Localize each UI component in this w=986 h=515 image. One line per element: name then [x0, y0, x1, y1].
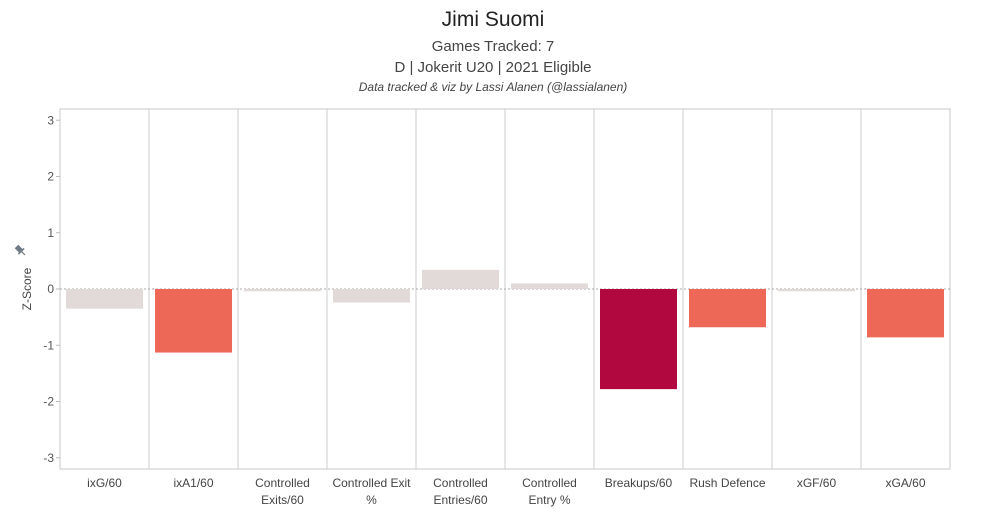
y-axis-label: Z-Score — [20, 267, 34, 310]
x-category-label: Breakups/60 — [605, 476, 673, 490]
y-tick-label: -1 — [43, 338, 54, 352]
bar[interactable] — [511, 283, 588, 289]
games-tracked: Games Tracked: 7 — [431, 38, 555, 55]
bar[interactable] — [244, 289, 321, 292]
x-category-label: % — [366, 493, 377, 507]
x-category-label: Controlled — [255, 476, 310, 490]
bar[interactable] — [778, 289, 855, 292]
x-category-label: Entry % — [528, 493, 570, 507]
y-tick-label: 2 — [47, 170, 54, 184]
x-category-label: Controlled — [433, 476, 488, 490]
x-category-label: xGA/60 — [885, 476, 925, 490]
bar-layer — [66, 269, 944, 390]
x-category-label: ixA1/60 — [173, 476, 213, 490]
bar[interactable] — [689, 289, 766, 328]
credit-line: Data tracked & viz by Lassi Alanen (@las… — [358, 80, 628, 94]
bar[interactable] — [600, 289, 677, 390]
y-tick-label: 1 — [47, 226, 54, 240]
x-category-label: Exits/60 — [261, 493, 304, 507]
pin-icon[interactable] — [14, 244, 28, 258]
x-category-label: ixG/60 — [87, 476, 122, 490]
y-tick-label: -2 — [43, 395, 54, 409]
x-category-label: Controlled Exit — [332, 476, 411, 490]
bar[interactable] — [66, 289, 143, 309]
chart-title: Jimi Suomi — [441, 8, 545, 31]
x-category-label: xGF/60 — [797, 476, 837, 490]
x-category-label: Controlled — [522, 476, 577, 490]
axis-layer: -3 -2 -1 0 1 2 3 ixG/60 ixA1/60 Controlled Exits/6… — [43, 113, 926, 507]
y-tick-label: 0 — [47, 282, 54, 296]
y-tick-label: -3 — [43, 451, 54, 465]
bar[interactable] — [155, 289, 232, 353]
player-info: D | Jokerit U20 | 2021 Eligible — [394, 59, 592, 76]
bar[interactable] — [333, 289, 410, 303]
y-tick-label: 3 — [47, 113, 54, 127]
bar[interactable] — [867, 289, 944, 338]
x-category-label: Entries/60 — [433, 493, 487, 507]
bar[interactable] — [422, 269, 499, 289]
x-category-label: Rush Defence — [689, 476, 765, 490]
grid-layer — [59, 108, 951, 470]
